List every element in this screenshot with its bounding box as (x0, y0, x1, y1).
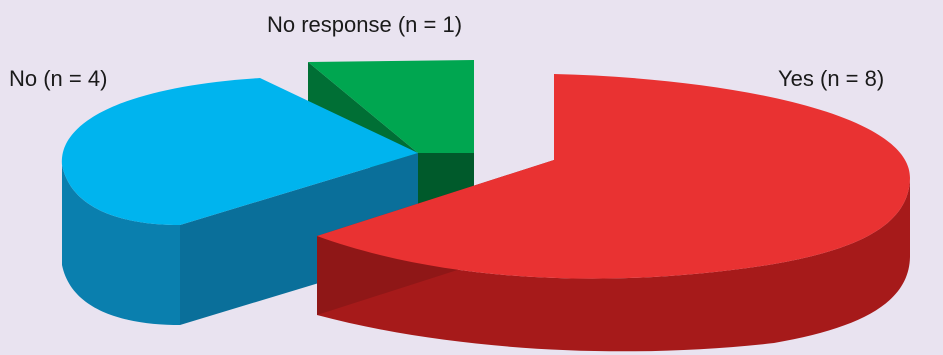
label-no: No (n = 4) (9, 66, 108, 91)
label-no-response: No response (n = 1) (267, 12, 463, 37)
label-yes: Yes (n = 8) (778, 66, 885, 91)
slice-yes (317, 74, 910, 352)
slice-no (61, 78, 419, 325)
